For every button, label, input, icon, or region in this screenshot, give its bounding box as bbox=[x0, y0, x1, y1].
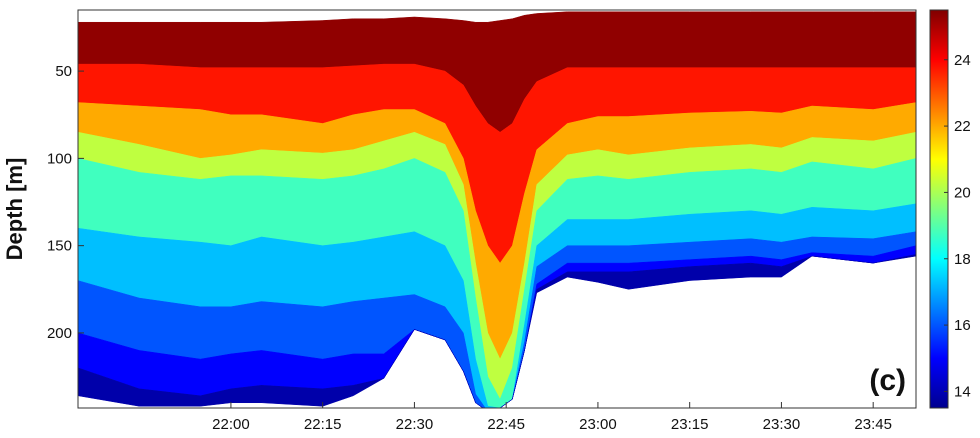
y-axis-label: Depth [m] bbox=[2, 158, 27, 261]
x-tick-label: 22:30 bbox=[396, 416, 434, 433]
temperature-band bbox=[78, 254, 916, 408]
y-tick-label: 150 bbox=[47, 238, 72, 255]
colorbar-tick-label: 24 bbox=[954, 52, 971, 69]
x-axis: 22:00 22:15 22:30 22:45 23:00 23:15 23:30 23:45 bbox=[212, 402, 892, 433]
x-tick-label: 22:15 bbox=[304, 416, 342, 433]
x-tick-label: 23:15 bbox=[671, 416, 709, 433]
x-tick-label: 23:45 bbox=[854, 416, 892, 433]
x-tick-label: 23:00 bbox=[579, 416, 617, 433]
y-tick-label: 100 bbox=[47, 150, 72, 167]
x-tick-label: 22:00 bbox=[212, 416, 250, 433]
colorbar-tick-label: 22 bbox=[954, 118, 971, 135]
plot-frame bbox=[77, 9, 917, 409]
x-tick-label: 22:45 bbox=[487, 416, 525, 433]
colorbar bbox=[929, 9, 949, 409]
colorbar-tick-label: 20 bbox=[954, 184, 971, 201]
y-tick-label: 200 bbox=[47, 325, 72, 342]
colorbar-tick-label: 18 bbox=[954, 251, 971, 268]
colorbar-axis: 14 16 18 20 22 24 bbox=[944, 52, 971, 400]
y-axis: 50 100 150 200 bbox=[47, 63, 84, 342]
panel-label: (c) bbox=[869, 364, 906, 397]
colorbar-tick-label: 16 bbox=[954, 317, 971, 334]
y-tick-label: 50 bbox=[55, 63, 72, 80]
x-tick-label: 23:30 bbox=[763, 416, 801, 433]
temperature-field bbox=[78, 11, 916, 408]
colorbar-tick-label: 14 bbox=[954, 383, 971, 400]
